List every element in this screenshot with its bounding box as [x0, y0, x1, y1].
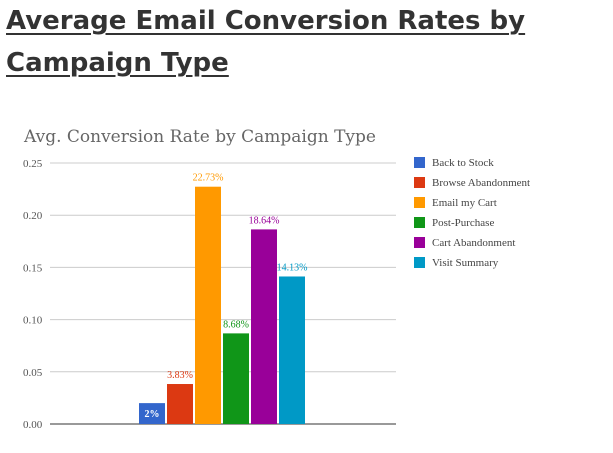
legend-swatch	[414, 197, 425, 208]
legend-swatch	[414, 257, 425, 268]
legend-entry: Back to Stock	[432, 157, 494, 169]
y-tick-label: 0.10	[23, 315, 43, 327]
legend-entry: Visit Summary	[432, 257, 499, 269]
data-label: 14.13%	[277, 262, 308, 273]
legend-swatch	[414, 237, 425, 248]
y-axis-ticks: 0.00 0.05 0.10 0.15 0.20 0.25	[23, 158, 43, 431]
bar-visit-summary	[279, 276, 305, 424]
y-tick-label: 0.20	[23, 210, 43, 222]
bar-cart-abandonment	[251, 229, 277, 424]
data-label: 22.73%	[193, 173, 224, 184]
legend-entry: Email my Cart	[432, 197, 497, 209]
y-tick-label: 0.15	[23, 262, 43, 274]
legend-swatch	[414, 177, 425, 188]
data-label: 3.83%	[167, 370, 193, 381]
legend-swatch	[414, 157, 425, 168]
data-label: 2%	[145, 409, 160, 420]
legend: Back to Stock Browse Abandonment Email my …	[414, 157, 530, 269]
legend-entry: Cart Abandonment	[432, 237, 515, 249]
bar-back-to-stock	[139, 403, 165, 424]
y-tick-label: 0.00	[23, 419, 43, 431]
legend-swatch	[414, 217, 425, 228]
bar-email-my-cart	[195, 186, 221, 424]
y-tick-label: 0.05	[23, 367, 43, 379]
data-labels: 2% 3.83% 22.73% 8.68% 18.64% 14.13%	[145, 173, 308, 420]
gridlines	[50, 162, 396, 425]
legend-entry: Browse Abandonment	[432, 177, 530, 189]
data-label: 18.64%	[249, 215, 280, 226]
bars	[139, 186, 305, 424]
chart-title: Avg. Conversion Rate by Campaign Type	[24, 127, 376, 147]
data-label: 8.68%	[223, 319, 249, 330]
page-heading: Average Email Conversion Rates by Campai…	[6, 6, 526, 78]
bar-post-purchase	[223, 333, 249, 424]
bar-browse-abandonment	[167, 384, 193, 424]
y-tick-label: 0.25	[23, 158, 43, 170]
legend-entry: Post-Purchase	[432, 217, 494, 229]
